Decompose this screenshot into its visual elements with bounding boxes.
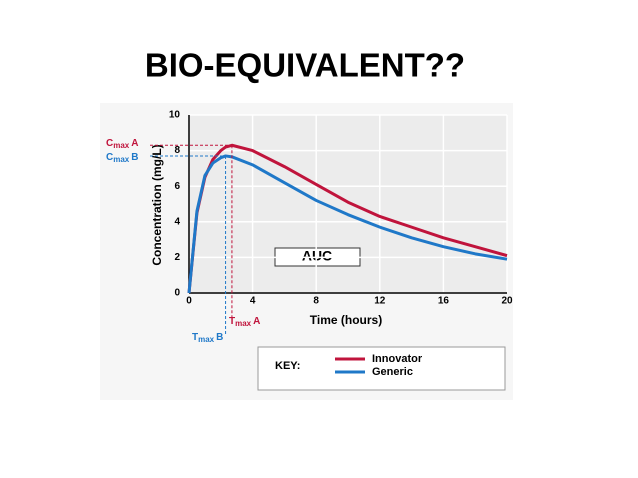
auc-label: AUC (302, 248, 332, 264)
ann-suffix: A (131, 138, 138, 149)
y-tick-label: 10 (169, 110, 181, 121)
x-tick-label: 12 (374, 296, 386, 307)
cmax-b-label: Cmax B (106, 152, 138, 164)
legend-label: Generic (372, 366, 413, 378)
ann-main: T (192, 332, 198, 343)
ann-main: C (106, 152, 113, 163)
ann-suffix: B (216, 332, 223, 343)
tmax-a-label: Tmax A (229, 316, 260, 328)
ann-main: C (106, 138, 113, 149)
x-axis-label: Time (hours) (310, 313, 382, 327)
series-line (187, 154, 508, 294)
ann-suffix: B (131, 152, 138, 163)
y-tick-label: 2 (174, 252, 180, 263)
y-tick-label: 6 (174, 181, 180, 192)
x-tick-label: 4 (250, 296, 256, 307)
y-tick-label: 0 (174, 288, 180, 299)
x-tick-label: 8 (313, 296, 319, 307)
ann-suffix: A (253, 316, 260, 327)
x-tick-label: 16 (438, 296, 450, 307)
ann-main: T (229, 316, 235, 327)
y-tick-label: 8 (174, 145, 180, 156)
tmax-b-label: Tmax B (192, 332, 223, 344)
legend-label: Innovator (372, 353, 423, 365)
slide-title: BIO-EQUIVALENT?? (145, 47, 465, 84)
cmax-a-label: Cmax A (106, 138, 138, 150)
ann-sub: max (235, 319, 252, 328)
ann-sub: max (198, 335, 215, 344)
x-tick-label: 0 (186, 296, 192, 307)
x-tick-label: 20 (501, 296, 513, 307)
ann-sub: max (113, 155, 130, 164)
ann-sub: max (113, 141, 130, 150)
legend-title: KEY: (275, 360, 300, 372)
legend-box (257, 346, 506, 391)
y-axis-label: Concentration (mg/L) (150, 144, 164, 265)
y-tick-label: 4 (174, 216, 180, 227)
